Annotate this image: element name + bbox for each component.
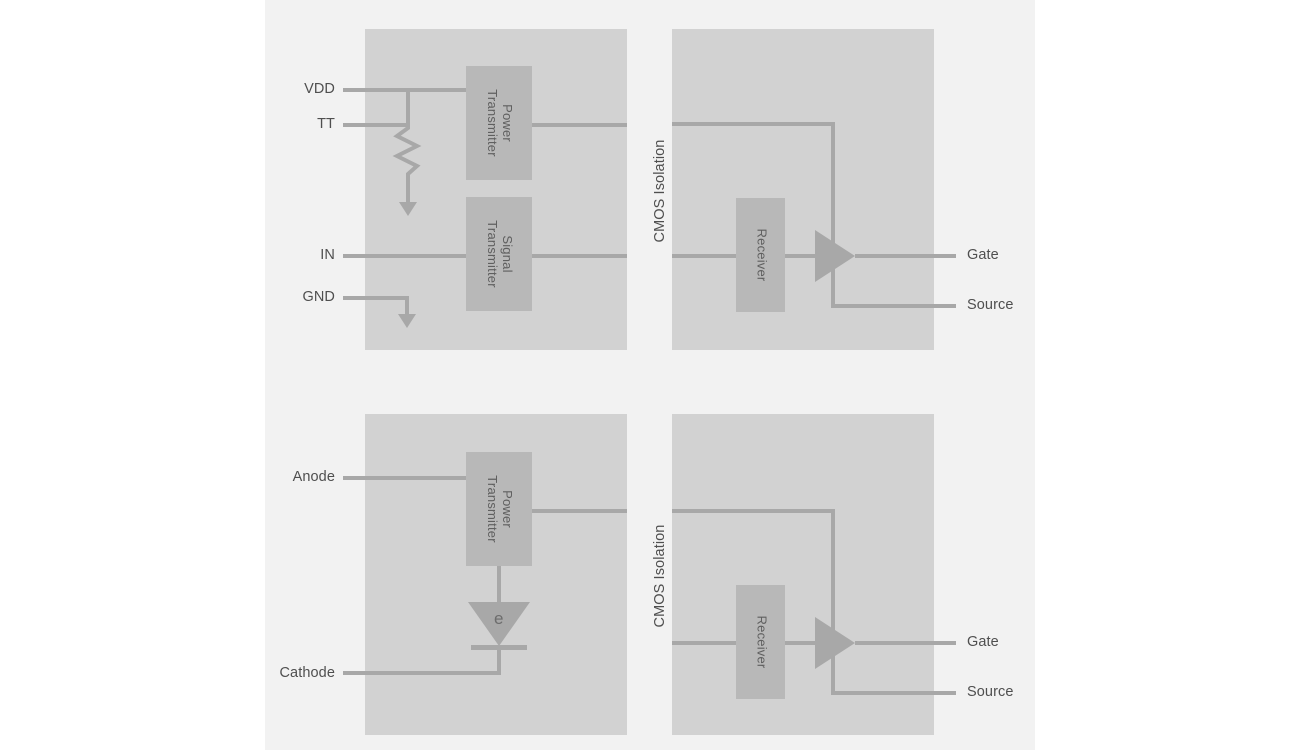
wire-power-rail-drop-top — [831, 122, 835, 304]
signal-transmitter-line2-top: Transmitter — [485, 220, 500, 288]
wire-source-return-top — [831, 304, 956, 308]
cmos-isolation-label-bottom: CMOS Isolation — [652, 524, 668, 628]
pin-label-vdd: VDD — [304, 81, 335, 97]
pin-label-gate-bottom: Gate — [967, 634, 999, 650]
wire-power-rx-in-top — [672, 122, 835, 126]
signal-transmitter-block-top: Signal Transmitter — [466, 197, 532, 311]
output-driver-amplifier-bottom — [815, 617, 855, 669]
power-transmitter-line2-top: Transmitter — [485, 89, 500, 157]
wire-signal-tx-out-top — [532, 254, 627, 258]
power-transmitter-block-top: Power Transmitter — [466, 66, 532, 180]
wire-receiver-in-bottom — [672, 641, 736, 645]
pin-label-cathode: Cathode — [279, 665, 335, 681]
receiver-block-top: Receiver — [736, 198, 785, 312]
resistor-ground-arrow-icon — [399, 202, 417, 216]
wire-ptx-to-diode — [497, 566, 501, 602]
signal-transmitter-line1-top: Signal — [499, 235, 515, 273]
led-diode-triangle-icon — [468, 602, 530, 646]
pin-label-tt: TT — [317, 116, 335, 132]
wire-gnd — [343, 296, 409, 300]
gnd-arrow-icon — [398, 314, 416, 328]
secondary-side-die-top — [672, 29, 934, 350]
wire-vdd — [343, 88, 466, 92]
secondary-side-die-bottom — [672, 414, 934, 735]
wire-cathode — [343, 671, 501, 675]
power-transmitter-label-top: Power Transmitter — [484, 89, 515, 157]
wire-power-tx-out-bottom — [532, 509, 627, 513]
wire-diode-to-cathode — [497, 647, 501, 673]
power-transmitter-block-bottom: Power Transmitter — [466, 452, 532, 566]
wire-receiver-out-top — [785, 254, 817, 258]
wire-gate-out-top — [855, 254, 956, 258]
wire-anode — [343, 476, 466, 480]
wire-source-return-bottom — [831, 691, 956, 695]
cmos-isolation-label-top: CMOS Isolation — [652, 139, 668, 243]
signal-transmitter-label-top: Signal Transmitter — [484, 220, 515, 288]
receiver-label-top: Receiver — [753, 228, 769, 282]
wire-power-rail-drop-bottom — [831, 509, 835, 691]
diagram-panel: Power Transmitter Signal Transmitter VDD… — [265, 0, 1035, 750]
pin-label-in: IN — [320, 247, 335, 263]
wire-tt — [343, 123, 409, 127]
wire-gate-out-bottom — [855, 641, 956, 645]
receiver-block-bottom: Receiver — [736, 585, 785, 699]
wire-receiver-in-top — [672, 254, 736, 258]
wire-vdd-to-resistor — [406, 88, 410, 125]
wire-resistor-tail — [406, 182, 410, 204]
pin-label-source-bottom: Source — [967, 684, 1014, 700]
output-driver-amplifier-top — [815, 230, 855, 282]
pin-label-gnd: GND — [302, 289, 335, 305]
pin-label-gate-top: Gate — [967, 247, 999, 263]
power-transmitter-line1-bottom: Power — [499, 490, 515, 528]
wire-gnd-drop — [405, 296, 409, 316]
led-diode-inner-label: e — [494, 609, 504, 628]
power-transmitter-line1-top: Power — [499, 104, 515, 142]
wire-power-rx-in-bottom — [672, 509, 835, 513]
power-transmitter-line2-bottom: Transmitter — [485, 475, 500, 543]
resistor-zigzag-icon — [392, 123, 422, 185]
pin-label-anode: Anode — [292, 469, 335, 485]
wire-in — [343, 254, 466, 258]
pin-label-source-top: Source — [967, 297, 1014, 313]
wire-power-tx-out-top — [532, 123, 627, 127]
resistor-symbol — [390, 123, 424, 185]
receiver-label-bottom: Receiver — [753, 615, 769, 669]
power-transmitter-label-bottom: Power Transmitter — [484, 475, 515, 543]
wire-receiver-out-bottom — [785, 641, 817, 645]
